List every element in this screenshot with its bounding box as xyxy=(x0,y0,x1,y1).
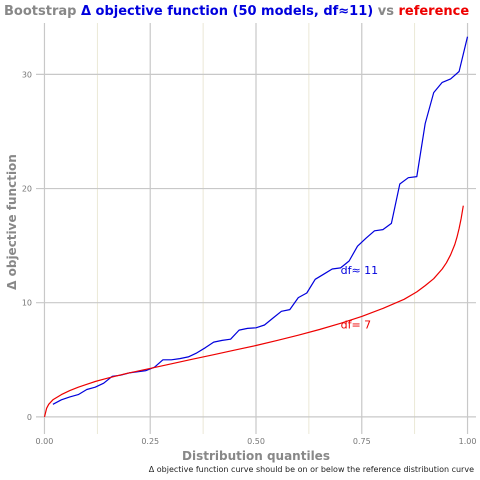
grid-lines xyxy=(36,23,476,434)
x-axis-label: Distribution quantiles xyxy=(182,449,330,463)
annotation-0: df≈ 11 xyxy=(341,264,379,277)
x-tick-label-1: 0.25 xyxy=(141,437,159,446)
tick-labels: 0.00 0.25 0.50 0.75 1.00 0 10 20 30 xyxy=(22,70,477,446)
chart-title: Bootstrap Δ objective function (50 model… xyxy=(4,4,469,19)
chart-caption: Δ objective function curve should be on … xyxy=(149,465,474,474)
y-tick-label-3: 30 xyxy=(22,70,32,79)
annotation-1: df= 7 xyxy=(341,318,372,331)
title-part-3: reference xyxy=(398,4,469,19)
x-tick-label-0: 0.00 xyxy=(36,437,54,446)
title-part-0: Bootstrap xyxy=(4,4,81,19)
title-part-2: vs xyxy=(373,4,398,19)
annotation-layer: df≈ 11 df= 7 xyxy=(341,264,379,331)
y-tick-label-0: 0 xyxy=(27,413,32,422)
y-tick-label-2: 20 xyxy=(22,185,32,194)
title-part-1: Δ objective function (50 models, df≈11) xyxy=(81,4,373,19)
y-tick-label-1: 10 xyxy=(22,299,32,308)
x-tick-label-2: 0.50 xyxy=(247,437,265,446)
x-tick-label-4: 1.00 xyxy=(459,437,477,446)
series-layer xyxy=(43,36,469,418)
x-tick-label-3: 0.75 xyxy=(353,437,371,446)
y-axis-label: Δ objective function xyxy=(5,154,19,290)
series-line-1 xyxy=(43,205,464,418)
